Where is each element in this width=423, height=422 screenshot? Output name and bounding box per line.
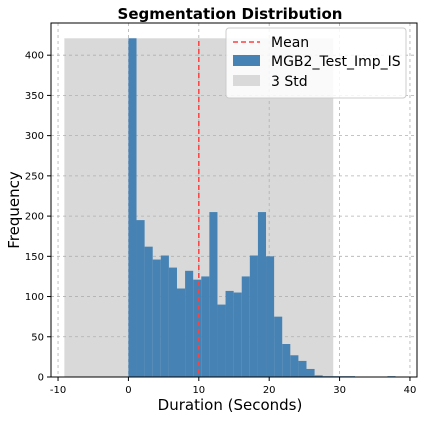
histogram-bar (185, 270, 194, 377)
histogram-bar (144, 246, 153, 377)
y-tick-label: 400 (25, 51, 44, 62)
y-tick-label: 200 (25, 212, 44, 223)
x-tick-label: 30 (333, 385, 346, 396)
x-tick-label: 0 (125, 385, 131, 396)
legend-mean-label: Mean (271, 35, 309, 51)
histogram-bar (233, 292, 242, 377)
histogram-bar (168, 267, 177, 377)
x-tick-label: -10 (50, 385, 66, 396)
histogram-bar (274, 316, 283, 377)
histogram-bar (136, 220, 145, 377)
legend-series-label: MGB2_Test_Imp_IS (271, 54, 401, 70)
histogram-bar (201, 276, 210, 377)
histogram-bar (176, 288, 186, 377)
y-tick-label: 100 (25, 292, 44, 303)
legend-std-swatch (233, 75, 260, 86)
y-tick-label: 0 (38, 373, 44, 384)
y-tick-label: 300 (25, 131, 44, 142)
y-tick-label: 350 (25, 91, 44, 102)
x-tick-label: 40 (404, 385, 417, 396)
y-tick-label: 250 (25, 171, 44, 182)
histogram-bar (225, 290, 234, 377)
histogram-bar (257, 212, 267, 377)
histogram-bar (249, 255, 258, 377)
histogram-bar (314, 375, 323, 377)
x-axis-label: Duration (Seconds) (158, 396, 303, 414)
axes-frame (50, 22, 418, 378)
histogram-bar (209, 212, 218, 377)
legend: Mean MGB2_Test_Imp_IS 3 Std (225, 27, 407, 99)
legend-box (225, 27, 407, 99)
histogram-bar (152, 259, 161, 377)
y-axis-label: Frequency (5, 171, 23, 249)
histogram-bar (290, 355, 299, 377)
histogram-bar (217, 304, 226, 377)
histogram-bar (298, 360, 307, 377)
histogram-bar (128, 38, 137, 377)
legend-std-label: 3 Std (271, 74, 308, 90)
histogram-bar (160, 255, 169, 377)
x-tick-label: 10 (192, 385, 205, 396)
legend-series-swatch (233, 55, 260, 66)
histogram-bar (282, 344, 291, 377)
y-tick-label: 50 (31, 332, 44, 343)
histogram-bar (306, 368, 315, 377)
chart-title: Segmentation Distribution (118, 5, 343, 23)
y-tick-label: 150 (25, 252, 44, 263)
histogram-bar (193, 279, 202, 377)
histogram-bar (266, 256, 275, 377)
x-tick-label: 20 (263, 385, 276, 396)
histogram-bar (241, 276, 250, 377)
